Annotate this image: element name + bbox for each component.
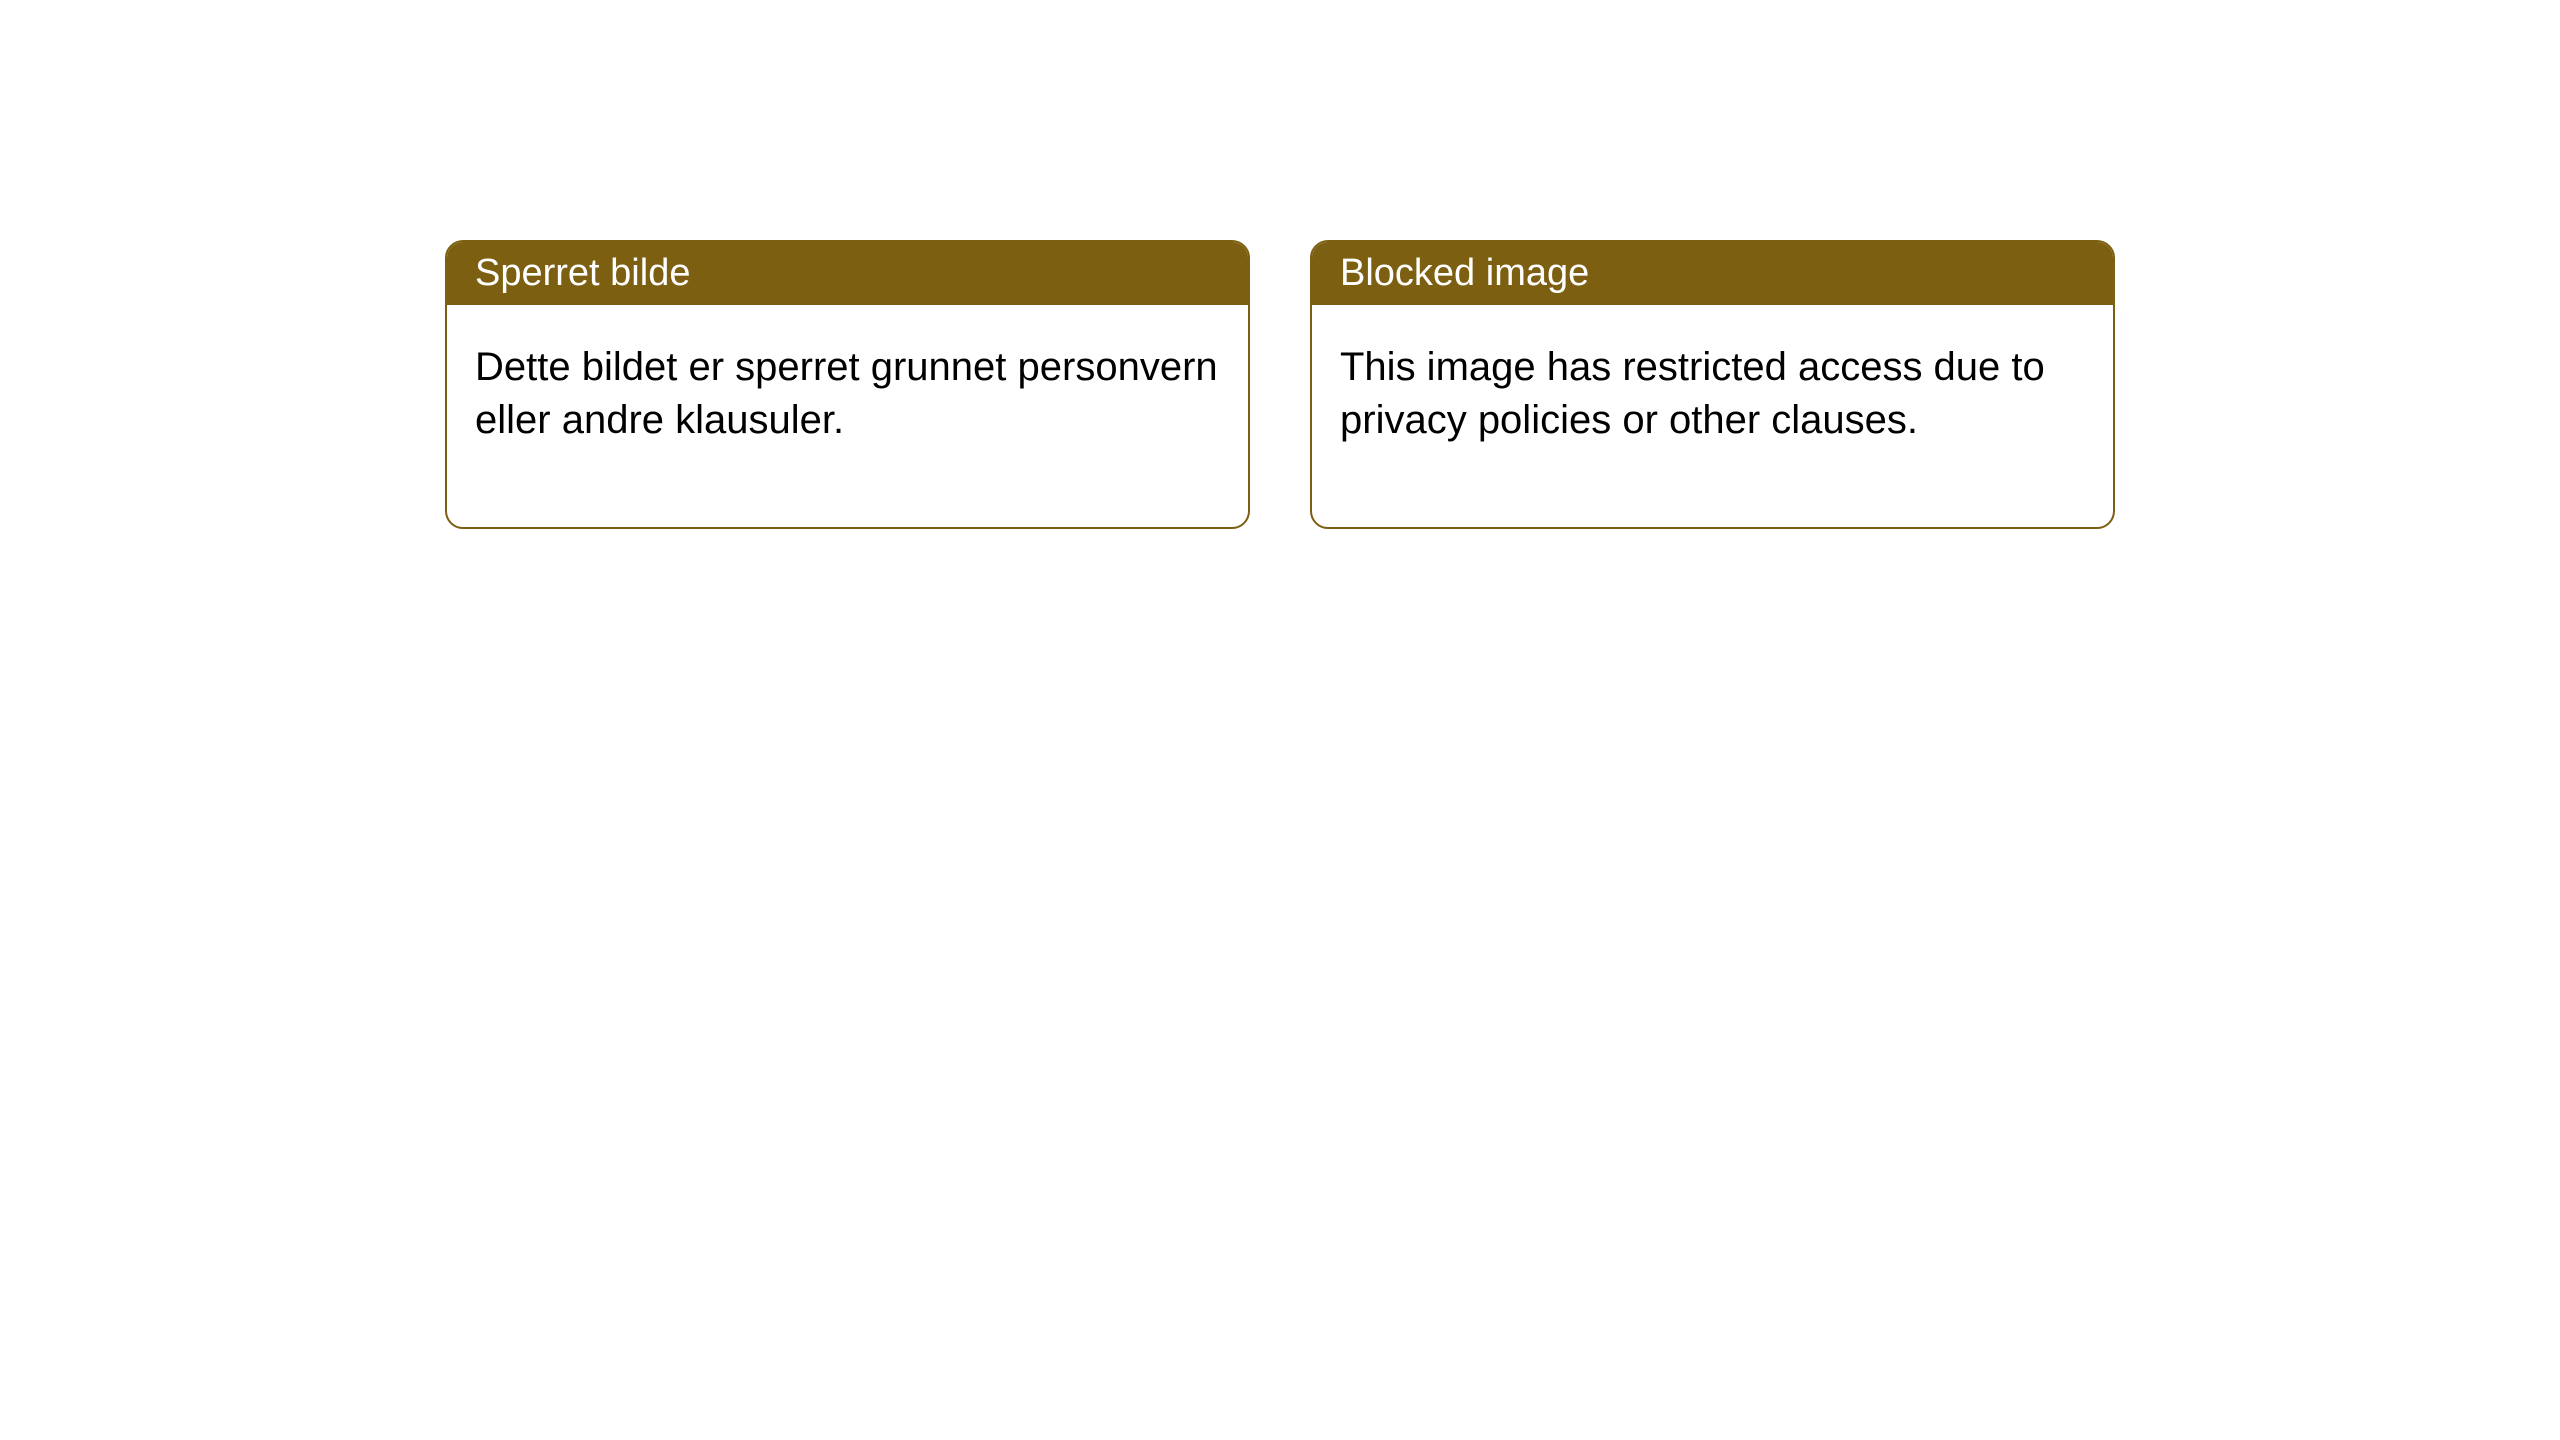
card-body: This image has restricted access due to … [1312,305,2113,527]
card-title: Blocked image [1340,252,1589,294]
card-header: Sperret bilde [447,242,1248,305]
blocked-notice-container: Sperret bilde Dette bildet er sperret gr… [445,240,2115,529]
card-title: Sperret bilde [475,252,690,294]
blocked-notice-card-no: Sperret bilde Dette bildet er sperret gr… [445,240,1250,529]
card-header: Blocked image [1312,242,2113,305]
blocked-notice-card-en: Blocked image This image has restricted … [1310,240,2115,529]
card-body-text: This image has restricted access due to … [1340,345,2045,442]
card-body: Dette bildet er sperret grunnet personve… [447,305,1248,527]
card-body-text: Dette bildet er sperret grunnet personve… [475,345,1218,442]
